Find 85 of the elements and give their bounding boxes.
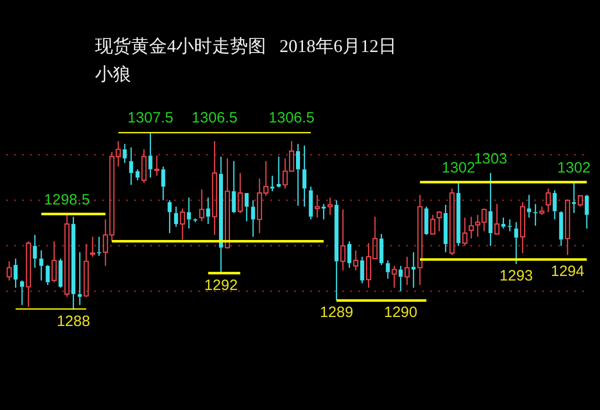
candlestick [97,236,102,256]
candlestick [412,252,416,288]
text: 1290 [384,304,418,322]
candlestick [148,131,152,178]
candlestick [174,206,178,228]
candlestick [141,148,147,184]
candlestick [456,181,460,246]
candlestick [302,145,306,208]
candlestick [161,166,166,201]
candlestick [14,258,18,288]
candlestick [340,208,346,272]
candlestick [552,190,557,220]
chart-subtitle: 小狼 [95,63,131,86]
text: 1292 [204,276,238,294]
candlestick [212,140,218,236]
candlestick [46,264,50,286]
candlestick [90,236,96,258]
candlestick [251,200,256,238]
candlestick [122,143,127,164]
text: 1306.5 [268,110,315,127]
candlestick [26,240,32,308]
candlestick [186,196,191,230]
candlestick [392,265,397,288]
candlestick [360,256,364,284]
candlestick [232,160,236,214]
candlestick [328,196,333,216]
candlestick [199,188,204,222]
text: 1288 [56,313,90,330]
candlestick [322,203,326,220]
candlestick [533,203,538,226]
candlestick [584,194,589,230]
candlestick [334,200,338,302]
candlestick [308,186,313,220]
candlestick [78,252,82,306]
candlestick [444,204,448,253]
candlestick [6,260,12,282]
candlestick [417,194,423,286]
text: 1303 [474,150,508,168]
chart-title: 现货黄金4小时走势图 2018年6月12日 [95,35,396,58]
text: 1302 [557,160,591,177]
candlestick [508,218,512,232]
text: 1298.5 [44,192,90,209]
candlestick [424,206,428,236]
candlestick [154,155,160,176]
candlestick [353,250,358,272]
text: 1293 [500,268,533,285]
candlestick [488,172,493,246]
candlestick [52,240,57,283]
candlestick [347,240,352,268]
candlestick [238,172,243,214]
candlestick [386,260,390,280]
candlestick [219,156,223,274]
candlestick [71,216,76,310]
candlestick [64,213,70,298]
candlestick [84,243,89,298]
candlestick [224,158,230,250]
candlestick [564,198,570,256]
text: 1302 [442,160,476,177]
candlestick [270,175,274,192]
candlestick [527,194,532,218]
candlestick [514,222,518,265]
candlestick [244,193,249,222]
candlestick [180,208,186,240]
candlestick [193,218,198,223]
candlestick [129,146,134,186]
text: 1289 [320,304,354,322]
candlestick [32,234,37,268]
candlestick [572,181,576,214]
candlestick [206,196,210,225]
candlestick [20,280,24,306]
candlestick [404,256,410,286]
candlestick [296,143,300,206]
candlestick [462,217,468,246]
candlestick [546,188,551,213]
text: 1294 [550,263,584,280]
candlestick [520,202,526,254]
candlestick [494,203,500,235]
candlestick [436,210,442,232]
candlestick [39,250,44,282]
text: 1307.5 [127,110,174,127]
candlestick [314,194,320,218]
candlestick [430,214,436,235]
text: 1306.5 [192,110,238,127]
candlestick [168,200,172,234]
candlestick [398,265,403,292]
